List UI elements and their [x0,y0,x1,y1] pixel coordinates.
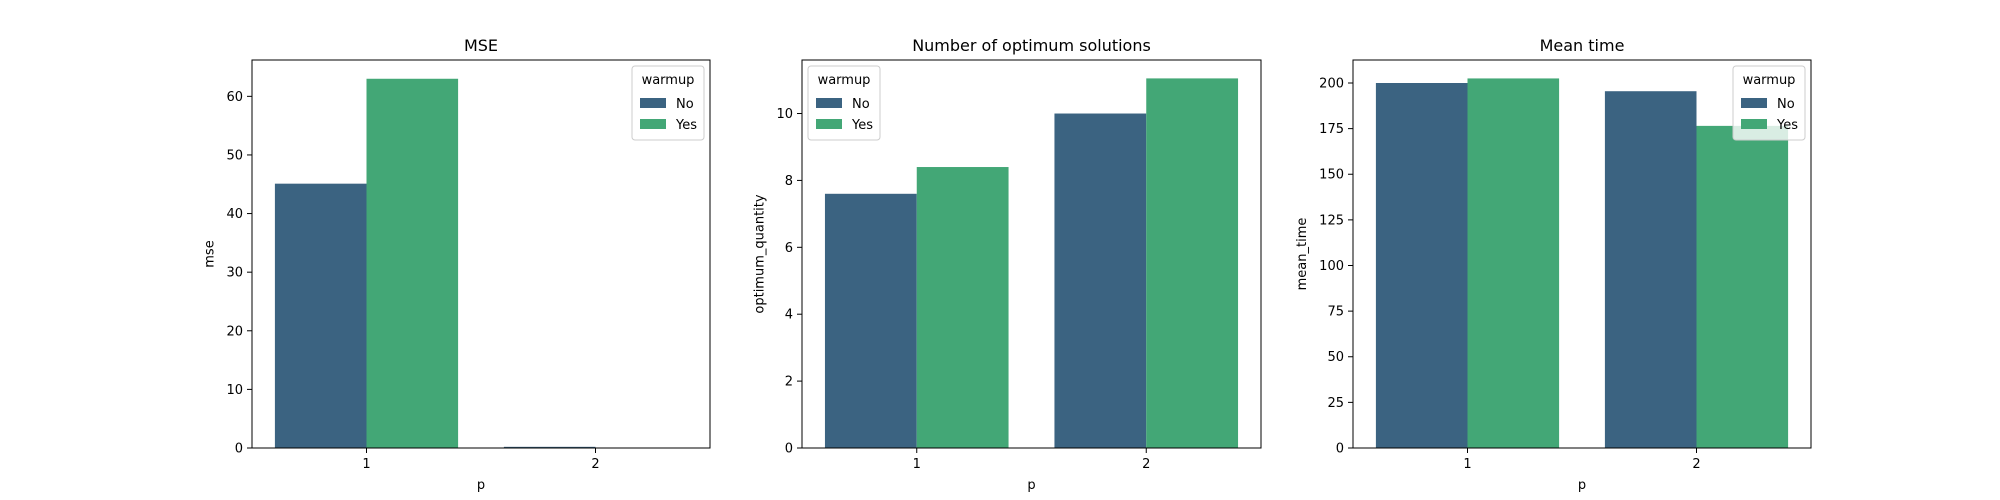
bar-no-p1 [274,183,367,449]
y-tick-label: 0 [1336,442,1344,457]
legend: warmup No Yes [631,65,705,141]
y-tick-label: 10 [776,107,793,122]
y-tick-label: 200 [1319,76,1344,91]
x-tick-label: 1 [1463,457,1471,472]
legend-label-no: No [852,97,870,112]
bar-no-p2 [503,446,596,448]
x-tick-label: 2 [591,457,599,472]
bar-no-p1 [1375,83,1468,448]
y-tick-label: 8 [785,174,793,189]
x-axis-label: p [1027,478,1035,493]
y-tick-label: 25 [1327,396,1344,411]
legend: warmup No Yes [807,65,881,141]
y-tick-label: 4 [785,308,793,323]
y-axis-label: optimum_quantity [752,194,767,313]
y-tick-label: 0 [785,442,793,457]
y-tick-label: 175 [1319,122,1344,137]
bar-yes-p1 [366,78,459,448]
x-tick-label: 2 [1142,457,1150,472]
y-tick-label: 125 [1319,213,1344,228]
y-tick-label: 75 [1327,305,1344,320]
axes-frame [801,59,1262,449]
y-tick-label: 6 [785,241,793,256]
legend-swatch-yes [640,119,666,129]
axes-frame [251,59,711,449]
legend-title: warmup [818,73,871,88]
legend-swatch-no [1741,98,1767,108]
y-tick-label: 2 [785,375,793,390]
legend-label-yes: Yes [851,118,873,133]
y-tick-label: 60 [226,90,243,105]
legend-label-no: No [1777,97,1795,112]
legend-label-yes: Yes [675,118,697,133]
y-axis-label: mean_time [1295,218,1310,291]
bar-yes-p1 [1467,78,1560,449]
legend-title: warmup [1743,73,1796,88]
chart-title: Number of optimum solutions [912,36,1151,55]
legend-swatch-yes [816,119,842,129]
y-tick-label: 20 [226,324,243,339]
legend: warmup No Yes [1732,65,1806,141]
x-axis-label: p [477,478,485,493]
y-tick-label: 150 [1319,168,1344,183]
y-tick-label: 100 [1319,259,1344,274]
x-tick-label: 2 [1692,457,1700,472]
bar-yes-p2 [1146,78,1239,449]
y-tick-label: 30 [226,266,243,281]
legend-label-no: No [676,97,694,112]
chart-panel-2: 1 2 0 2 4 6 8 10 Number of optimum solutions p opt… [752,36,1262,493]
y-tick-label: 0 [235,442,243,457]
axes-frame [1352,59,1812,449]
x-tick-label: 1 [913,457,921,472]
y-tick-label: 50 [226,148,243,163]
legend-swatch-yes [1741,119,1767,129]
bar-no-p1 [824,193,917,448]
legend-swatch-no [816,98,842,108]
y-tick-label: 40 [226,207,243,222]
bar-no-p2 [1054,113,1147,449]
y-axis-label: mse [202,240,217,267]
y-tick-label: 50 [1327,350,1344,365]
legend-title: warmup [642,73,695,88]
legend-label-yes: Yes [1776,118,1798,133]
bar-yes-p1 [916,167,1009,448]
bar-no-p2 [1604,91,1697,449]
chart-title: MSE [464,36,498,55]
legend-swatch-no [640,98,666,108]
x-tick-label: 1 [362,457,370,472]
x-axis-label: p [1578,478,1586,493]
chart-title: Mean time [1540,36,1625,55]
chart-panel-3: 1 2 0 25 50 75 100 125 150 175 200 Mean time p mean_t… [1295,36,1812,493]
y-tick-label: 10 [226,383,243,398]
bar-yes-p2 [1696,125,1789,448]
